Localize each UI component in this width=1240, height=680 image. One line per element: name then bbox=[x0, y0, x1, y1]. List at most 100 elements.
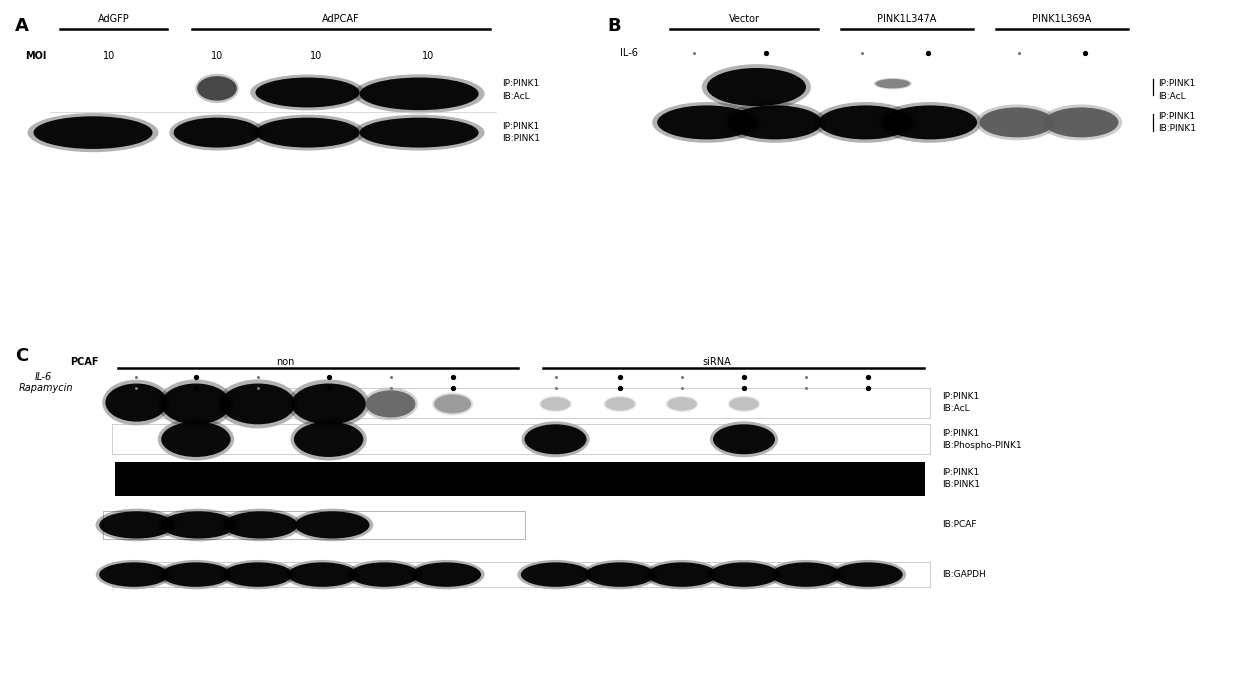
Text: B: B bbox=[608, 17, 621, 35]
Ellipse shape bbox=[666, 396, 698, 412]
Ellipse shape bbox=[219, 509, 301, 541]
Ellipse shape bbox=[157, 379, 234, 428]
Ellipse shape bbox=[874, 78, 911, 89]
Ellipse shape bbox=[363, 388, 418, 420]
Ellipse shape bbox=[771, 562, 841, 587]
Ellipse shape bbox=[219, 560, 296, 590]
Ellipse shape bbox=[294, 422, 363, 457]
Ellipse shape bbox=[295, 511, 370, 539]
Text: IP:PINK1
IB:PINK1: IP:PINK1 IB:PINK1 bbox=[942, 468, 981, 490]
Text: IP:PINK1
IB:PINK1: IP:PINK1 IB:PINK1 bbox=[502, 122, 541, 143]
Ellipse shape bbox=[169, 115, 265, 150]
Ellipse shape bbox=[830, 560, 906, 590]
Ellipse shape bbox=[976, 105, 1058, 140]
Ellipse shape bbox=[878, 102, 982, 143]
Bar bbox=[115, 462, 925, 496]
Ellipse shape bbox=[99, 511, 174, 539]
Text: Rapamycin: Rapamycin bbox=[19, 383, 73, 392]
Ellipse shape bbox=[291, 509, 373, 541]
Text: IL-6: IL-6 bbox=[35, 372, 52, 381]
Text: IP:PINK1
IB:AcL: IP:PINK1 IB:AcL bbox=[502, 79, 539, 101]
Ellipse shape bbox=[161, 384, 231, 424]
Ellipse shape bbox=[1044, 107, 1118, 137]
Text: 10: 10 bbox=[310, 51, 322, 61]
Text: IB:PCAF: IB:PCAF bbox=[942, 520, 977, 530]
Ellipse shape bbox=[412, 562, 481, 587]
Ellipse shape bbox=[102, 379, 171, 426]
Text: IP:PINK1
IB:AcL: IP:PINK1 IB:AcL bbox=[942, 392, 980, 413]
Ellipse shape bbox=[517, 560, 594, 590]
Ellipse shape bbox=[875, 79, 910, 88]
Ellipse shape bbox=[250, 115, 365, 150]
Ellipse shape bbox=[221, 384, 295, 424]
Ellipse shape bbox=[521, 562, 590, 587]
Ellipse shape bbox=[217, 379, 299, 428]
Ellipse shape bbox=[713, 424, 775, 454]
Ellipse shape bbox=[408, 560, 485, 590]
Text: IP:PINK1
IB:Phospho-PINK1: IP:PINK1 IB:Phospho-PINK1 bbox=[942, 428, 1022, 450]
Ellipse shape bbox=[366, 390, 415, 418]
Ellipse shape bbox=[647, 562, 717, 587]
Text: PINK1L369A: PINK1L369A bbox=[1033, 14, 1091, 24]
Ellipse shape bbox=[833, 562, 903, 587]
Ellipse shape bbox=[255, 78, 360, 107]
Ellipse shape bbox=[434, 394, 471, 413]
Ellipse shape bbox=[157, 560, 234, 590]
Ellipse shape bbox=[195, 73, 239, 103]
Ellipse shape bbox=[346, 560, 423, 590]
Text: IP:PINK1
IB:AcL: IP:PINK1 IB:AcL bbox=[1158, 79, 1195, 101]
Ellipse shape bbox=[652, 102, 761, 143]
Text: PCAF: PCAF bbox=[71, 358, 98, 367]
Ellipse shape bbox=[706, 560, 782, 590]
Ellipse shape bbox=[157, 509, 239, 541]
Ellipse shape bbox=[95, 560, 172, 590]
Ellipse shape bbox=[729, 397, 759, 411]
Ellipse shape bbox=[728, 105, 822, 139]
Ellipse shape bbox=[521, 422, 590, 457]
Ellipse shape bbox=[27, 113, 159, 152]
Ellipse shape bbox=[33, 116, 153, 149]
Text: AdGFP: AdGFP bbox=[98, 14, 129, 24]
Text: A: A bbox=[15, 17, 29, 35]
Text: non: non bbox=[277, 358, 294, 367]
Ellipse shape bbox=[813, 102, 918, 143]
Text: 10: 10 bbox=[422, 51, 434, 61]
Ellipse shape bbox=[644, 560, 720, 590]
Ellipse shape bbox=[250, 75, 365, 110]
Ellipse shape bbox=[288, 562, 357, 587]
Ellipse shape bbox=[360, 118, 479, 148]
Ellipse shape bbox=[723, 102, 827, 143]
Ellipse shape bbox=[223, 562, 293, 587]
Text: AdPCAF: AdPCAF bbox=[322, 14, 360, 24]
Ellipse shape bbox=[157, 418, 234, 460]
Ellipse shape bbox=[255, 118, 360, 148]
Ellipse shape bbox=[284, 560, 361, 590]
Ellipse shape bbox=[883, 105, 977, 139]
Ellipse shape bbox=[582, 560, 658, 590]
Ellipse shape bbox=[605, 397, 635, 411]
Ellipse shape bbox=[161, 422, 231, 457]
Ellipse shape bbox=[604, 396, 636, 412]
Ellipse shape bbox=[709, 562, 779, 587]
Text: Vector: Vector bbox=[729, 14, 759, 24]
Ellipse shape bbox=[174, 118, 260, 148]
Ellipse shape bbox=[525, 424, 587, 454]
Ellipse shape bbox=[360, 78, 479, 110]
Text: PINK1L347A: PINK1L347A bbox=[878, 14, 936, 24]
Text: IB:GAPDH: IB:GAPDH bbox=[942, 570, 986, 579]
Ellipse shape bbox=[585, 562, 655, 587]
Text: 10: 10 bbox=[103, 51, 115, 61]
Text: IP:PINK1
IB:PINK1: IP:PINK1 IB:PINK1 bbox=[1158, 112, 1197, 133]
Ellipse shape bbox=[95, 509, 177, 541]
Ellipse shape bbox=[702, 64, 811, 110]
Ellipse shape bbox=[223, 511, 298, 539]
Ellipse shape bbox=[707, 68, 806, 106]
Ellipse shape bbox=[818, 105, 913, 139]
Ellipse shape bbox=[657, 105, 756, 139]
Ellipse shape bbox=[1040, 105, 1122, 140]
Text: IL-6: IL-6 bbox=[620, 48, 637, 58]
Ellipse shape bbox=[768, 560, 844, 590]
Ellipse shape bbox=[197, 76, 237, 101]
Ellipse shape bbox=[288, 379, 370, 428]
Text: C: C bbox=[15, 347, 29, 364]
